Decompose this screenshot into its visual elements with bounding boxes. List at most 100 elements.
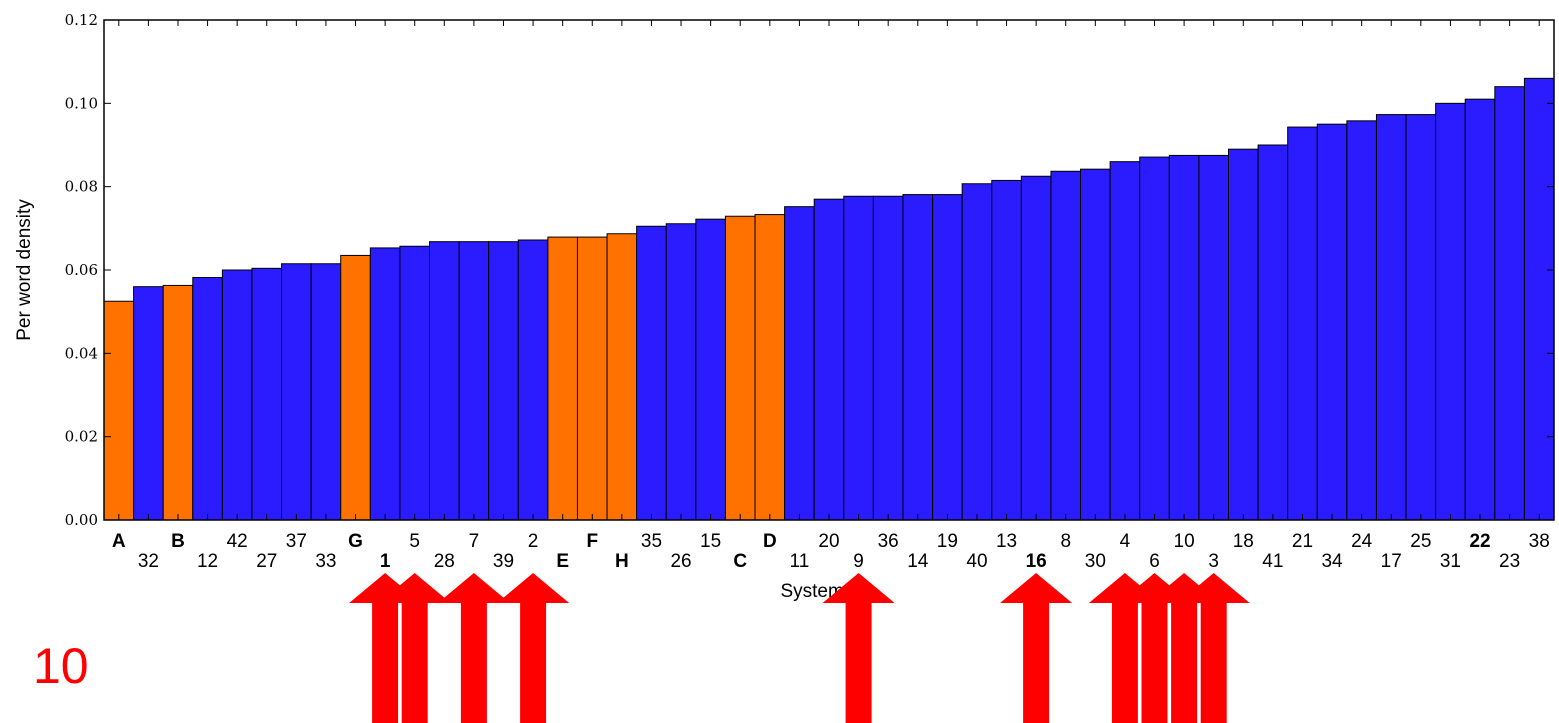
bar-34 — [1316, 123, 1348, 521]
x-tick-label: 26 — [670, 551, 691, 572]
x-tick-label: 4 — [1120, 531, 1131, 552]
bar-8 — [1050, 170, 1082, 521]
bar-2 — [517, 239, 549, 521]
bar-4 — [1109, 161, 1141, 521]
x-tick-label: H — [615, 551, 629, 572]
bar-28 — [429, 241, 460, 521]
x-tick-label: 33 — [315, 551, 336, 572]
x-tick-label: 31 — [1440, 551, 1461, 572]
arrow-marker — [1000, 573, 1073, 723]
arrow-annotations — [349, 573, 1250, 723]
x-tick-label: 42 — [227, 531, 248, 552]
arrow-marker — [1118, 573, 1191, 723]
x-tick-label: 13 — [996, 531, 1017, 552]
x-tick-label: C — [733, 551, 747, 572]
bar-10 — [1168, 154, 1200, 521]
x-tick-label: 35 — [641, 531, 662, 552]
bar-E — [547, 236, 578, 521]
bar-13 — [991, 179, 1022, 521]
bar-37 — [281, 263, 312, 521]
bar-14 — [902, 194, 934, 521]
bar-6 — [1139, 156, 1170, 521]
bar-18 — [1227, 148, 1259, 521]
x-tick-label: 2 — [528, 531, 539, 552]
x-tick-label: 1 — [380, 551, 391, 572]
x-tick-label: 30 — [1085, 551, 1106, 572]
x-tick-label: 21 — [1292, 531, 1313, 552]
arrow-marker — [822, 573, 895, 723]
bar-D — [754, 214, 786, 521]
x-tick-label: 32 — [138, 551, 159, 572]
bar-36 — [872, 195, 904, 521]
x-tick-label: 16 — [1026, 551, 1047, 572]
bar-20 — [813, 198, 845, 521]
arrow-marker — [378, 573, 451, 723]
bar-11 — [784, 206, 815, 521]
bar-12 — [192, 277, 223, 521]
x-tick-label: D — [763, 531, 777, 552]
bar-3 — [1198, 154, 1229, 521]
bar-1 — [369, 247, 401, 521]
x-tick-label: 34 — [1321, 551, 1343, 572]
bar-7 — [458, 241, 490, 521]
x-axis: A32B1242273733G15287392EFH352615CD112093… — [112, 20, 1550, 572]
bar-31 — [1435, 102, 1466, 521]
bar-30 — [1080, 168, 1111, 521]
x-tick-label: 10 — [1174, 531, 1195, 552]
bar-24 — [1346, 120, 1377, 521]
x-tick-label: 15 — [700, 531, 721, 552]
x-tick-label: F — [586, 531, 598, 552]
y-tick-label: 0.12 — [65, 11, 98, 29]
bar-22 — [1464, 98, 1496, 521]
y-tick-label: 0.10 — [65, 94, 98, 112]
y-tick-label: 0.02 — [65, 428, 98, 446]
x-tick-label: 22 — [1469, 531, 1490, 552]
x-tick-label: 39 — [493, 551, 514, 572]
x-tick-label: 28 — [434, 551, 455, 572]
bar-35 — [636, 225, 667, 521]
y-tick-label: 0.08 — [65, 178, 98, 196]
arrow-marker — [1148, 573, 1221, 723]
x-tick-label: 40 — [966, 551, 987, 572]
x-tick-label: 38 — [1529, 531, 1550, 552]
x-tick-label: 18 — [1233, 531, 1254, 552]
x-tick-label: 25 — [1410, 531, 1431, 552]
bar-H — [606, 233, 638, 521]
x-tick-label: 11 — [790, 551, 810, 572]
bar-A — [103, 300, 135, 521]
bar-21 — [1287, 126, 1318, 521]
bars-group — [103, 77, 1555, 521]
x-tick-label: 5 — [409, 531, 420, 552]
x-tick-label: E — [556, 551, 569, 572]
x-tick-label: 3 — [1208, 551, 1219, 572]
x-tick-label: 24 — [1351, 531, 1373, 552]
bar-26 — [665, 223, 697, 521]
arrow-marker — [437, 573, 510, 723]
x-tick-label: 20 — [818, 531, 839, 552]
x-tick-label: 37 — [286, 531, 307, 552]
x-tick-label: 17 — [1381, 551, 1402, 572]
bar-23 — [1494, 86, 1525, 521]
bar-15 — [695, 218, 726, 521]
bar-B — [162, 284, 194, 521]
x-tick-label: 6 — [1149, 551, 1160, 572]
overlay-text: 10 — [33, 638, 89, 694]
arrow-marker — [349, 573, 422, 723]
x-tick-label: 12 — [197, 551, 218, 572]
bar-27 — [251, 267, 283, 521]
x-tick-label: B — [171, 531, 185, 552]
bar-19 — [932, 194, 963, 521]
bar-41 — [1257, 144, 1289, 521]
bar-39 — [488, 241, 519, 521]
arrow-marker — [1177, 573, 1250, 723]
bar-32 — [133, 286, 164, 521]
bar-38 — [1523, 77, 1555, 521]
y-tick-label: 0.06 — [65, 261, 98, 279]
arrow-marker — [497, 573, 570, 723]
x-tick-label: 9 — [853, 551, 864, 572]
x-tick-label: 23 — [1499, 551, 1520, 572]
bar-G — [340, 254, 371, 521]
y-tick-label: 0.00 — [65, 511, 98, 529]
bar-40 — [961, 183, 993, 521]
